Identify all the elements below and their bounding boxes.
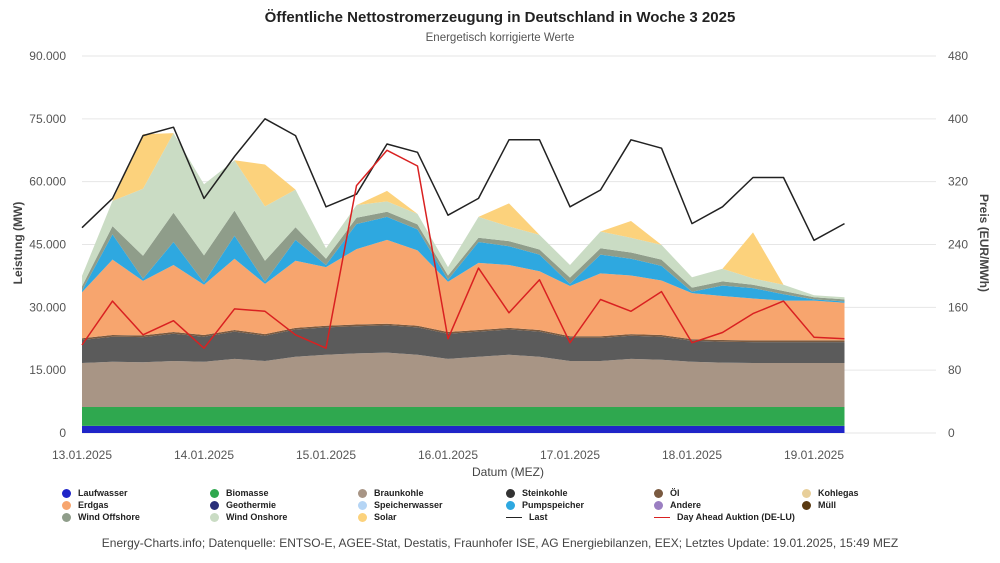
- legend-marker: [654, 488, 663, 498]
- y-tick-label: 75.000: [29, 112, 66, 126]
- legend-marker: [506, 516, 522, 518]
- legend-item-oel[interactable]: Öl: [654, 488, 680, 498]
- x-tick-label: 17.01.2025: [540, 448, 600, 462]
- legend-item-wind-offshore[interactable]: Wind Offshore: [62, 512, 140, 522]
- line-series: [81, 118, 845, 349]
- area-steinkohle: [82, 325, 845, 363]
- legend-marker: [210, 488, 219, 498]
- x-tick-label: 15.01.2025: [296, 448, 356, 462]
- legend-label: Kohlegas: [818, 488, 859, 498]
- y-tick-label: 60.000: [29, 175, 66, 189]
- area-wind-onshore: [82, 133, 845, 300]
- legend-label: Biomasse: [226, 488, 269, 498]
- legend-item-last[interactable]: Last: [506, 512, 548, 522]
- chart-subtitle: Energetisch korrigierte Werte: [426, 32, 575, 44]
- y2-axis-label: Preis (EUR/MWh): [977, 194, 991, 292]
- legend-label: Last: [529, 512, 548, 522]
- y-tick-label: 15.000: [29, 363, 66, 377]
- y-tick-label: 45.000: [29, 238, 66, 252]
- legend-marker: [358, 488, 367, 498]
- legend-marker: [210, 512, 219, 522]
- legend-item-solar[interactable]: Solar: [358, 512, 397, 522]
- credits: Energy-Charts.info; Datenquelle: ENTSO-E…: [101, 536, 899, 550]
- x-tick-label: 13.01.2025: [52, 448, 112, 462]
- legend-item-braunkohle[interactable]: Braunkohle: [358, 488, 424, 498]
- area-laufwasser: [82, 425, 845, 433]
- legend-label: Erdgas: [78, 500, 109, 510]
- legend-label: Pumpspeicher: [522, 500, 585, 510]
- legend-item-day-ahead-auktion-de-lu[interactable]: Day Ahead Auktion (DE-LU): [654, 512, 795, 522]
- legend-label: Andere: [670, 500, 702, 510]
- line-day-ahead-auktion-de-lu: [81, 149, 845, 349]
- legend-marker: [358, 512, 367, 522]
- legend-label: Müll: [818, 500, 836, 510]
- y2-tick-label: 160: [948, 300, 968, 314]
- legend-marker: [62, 512, 71, 522]
- legend-marker: [358, 500, 367, 510]
- legend-label: Speicherwasser: [374, 500, 443, 510]
- legend-label: Wind Offshore: [78, 512, 140, 522]
- chart-title: Öffentliche Nettostromerzeugung in Deuts…: [265, 9, 736, 26]
- legend-label: Geothermie: [226, 500, 277, 510]
- area-solar: [82, 133, 845, 298]
- area-erdgas: [82, 239, 845, 341]
- legend-label: Braunkohle: [374, 488, 424, 498]
- area-pumpspeicher: [82, 216, 845, 303]
- legend-item-laufwasser[interactable]: Laufwasser: [62, 488, 128, 498]
- legend-marker: [802, 500, 811, 510]
- legend-label: Solar: [374, 512, 397, 522]
- legend-label: Steinkohle: [522, 488, 568, 498]
- y2-tick-label: 480: [948, 49, 968, 63]
- legend-label: Laufwasser: [78, 488, 128, 498]
- legend-label: Wind Onshore: [226, 512, 288, 522]
- y2-tick-label: 240: [948, 238, 968, 252]
- legend-item-kohlegas[interactable]: Kohlegas: [802, 488, 859, 498]
- legend-item-steinkohle[interactable]: Steinkohle: [506, 488, 568, 498]
- legend-marker: [210, 500, 219, 510]
- legend-item-biomasse[interactable]: Biomasse: [210, 488, 269, 498]
- line-last: [81, 118, 845, 242]
- x-tick-label: 14.01.2025: [174, 448, 234, 462]
- legend-marker: [506, 488, 515, 498]
- legend-marker: [802, 488, 811, 498]
- y2-tick-label: 80: [948, 363, 962, 377]
- y-tick-label: 90.000: [29, 49, 66, 63]
- y2-tick-label: 0: [948, 426, 955, 440]
- y2-tick-label: 320: [948, 175, 968, 189]
- legend-marker: [654, 516, 670, 518]
- y-axis-label: Leistung (MW): [11, 202, 25, 285]
- legend-item-erdgas[interactable]: Erdgas: [62, 500, 109, 510]
- legend-item-speicherwasser[interactable]: Speicherwasser: [358, 500, 443, 510]
- x-tick-label: 19.01.2025: [784, 448, 844, 462]
- area-braunkohle: [82, 352, 845, 407]
- legend-item-muell[interactable]: Müll: [802, 500, 836, 510]
- x-tick-label: 16.01.2025: [418, 448, 478, 462]
- y2-tick-label: 400: [948, 112, 968, 126]
- area-series: [82, 133, 845, 433]
- legend-label: Öl: [670, 488, 680, 498]
- legend-marker: [62, 500, 71, 510]
- x-axis-label: Datum (MEZ): [472, 465, 544, 479]
- legend-marker: [654, 500, 663, 510]
- x-axis: 13.01.2025 14.01.2025 15.01.2025 16.01.2025…: [52, 448, 844, 462]
- legend-marker: [62, 488, 71, 498]
- legend-item-pumpspeicher[interactable]: Pumpspeicher: [506, 500, 584, 510]
- y-axis-right: 0 80 160 240 320 400 480: [948, 49, 968, 440]
- y-axis-left: 0 15.000 30.000 45.000 60.000 75.000 90.000: [29, 49, 66, 440]
- y-tick-label: 30.000: [29, 300, 66, 314]
- legend-label: Day Ahead Auktion (DE-LU): [677, 512, 795, 522]
- y-tick-label: 0: [59, 426, 66, 440]
- legend-item-geothermie[interactable]: Geothermie: [210, 500, 276, 510]
- legend-marker: [506, 500, 515, 510]
- legend-item-andere[interactable]: Andere: [654, 500, 701, 510]
- x-tick-label: 18.01.2025: [662, 448, 722, 462]
- legend-item-wind-onshore[interactable]: Wind Onshore: [210, 512, 287, 522]
- area-biomasse: [82, 407, 845, 426]
